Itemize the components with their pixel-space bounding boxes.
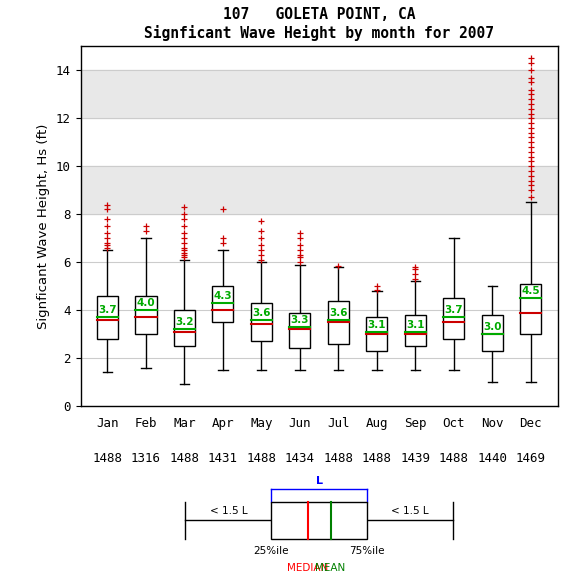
Bar [97,296,118,339]
Text: May: May [250,417,273,430]
Text: Apr: Apr [212,417,234,430]
Bar [81,166,558,214]
Bar [482,315,503,351]
Y-axis label: Signficant Wave Height, Hs (ft): Signficant Wave Height, Hs (ft) [37,124,50,329]
Text: L: L [316,476,323,486]
Text: 3.6: 3.6 [252,308,271,318]
Title: 107   GOLETA POINT, CA
Signficant Wave Height by month for 2007: 107 GOLETA POINT, CA Signficant Wave Hei… [144,8,494,41]
Text: 1440: 1440 [477,452,507,465]
Text: Dec: Dec [520,417,542,430]
Text: 1431: 1431 [208,452,238,465]
Text: 3.7: 3.7 [98,306,117,316]
Text: Nov: Nov [481,417,504,430]
Text: Feb: Feb [135,417,157,430]
Bar [289,313,311,349]
Text: 25%ile: 25%ile [254,546,289,556]
Text: 4.3: 4.3 [213,291,232,301]
Bar [443,298,465,339]
Bar [212,286,233,322]
Text: 3.3: 3.3 [290,315,309,325]
Text: < 1.5 L: < 1.5 L [210,506,247,516]
Text: 4.5: 4.5 [522,286,540,296]
Text: Jul: Jul [327,417,350,430]
Bar [271,502,367,539]
Bar [174,310,195,346]
Text: 3.2: 3.2 [175,317,194,327]
Text: Mar: Mar [173,417,196,430]
Text: 1488: 1488 [93,452,122,465]
Text: 1316: 1316 [131,452,161,465]
Text: 3.1: 3.1 [367,320,386,330]
Text: < 1.5 L: < 1.5 L [391,506,428,516]
Text: MEAN: MEAN [316,563,346,573]
Text: 1488: 1488 [439,452,469,465]
Text: 3.1: 3.1 [406,320,424,330]
Bar [405,315,426,346]
Text: Sep: Sep [404,417,427,430]
Bar [81,70,558,118]
Text: 1434: 1434 [285,452,315,465]
Bar [366,317,388,351]
Bar [328,300,349,344]
Text: 4.0: 4.0 [137,298,155,308]
Text: 1439: 1439 [400,452,430,465]
Text: 3.7: 3.7 [444,306,463,316]
Bar [520,284,542,334]
Text: 1469: 1469 [516,452,546,465]
Text: Jun: Jun [289,417,311,430]
Text: 75%ile: 75%ile [349,546,385,556]
Text: 1488: 1488 [362,452,392,465]
Text: Aug: Aug [366,417,388,430]
Text: Oct: Oct [443,417,465,430]
Text: MEDIAN: MEDIAN [287,563,328,573]
Text: 1488: 1488 [170,452,200,465]
Text: 1488: 1488 [247,452,277,465]
Text: Jan: Jan [96,417,118,430]
Bar [251,303,272,341]
Text: 3.6: 3.6 [329,308,348,318]
Bar [135,296,156,334]
Text: 1488: 1488 [323,452,354,465]
Text: 3.0: 3.0 [483,322,501,332]
